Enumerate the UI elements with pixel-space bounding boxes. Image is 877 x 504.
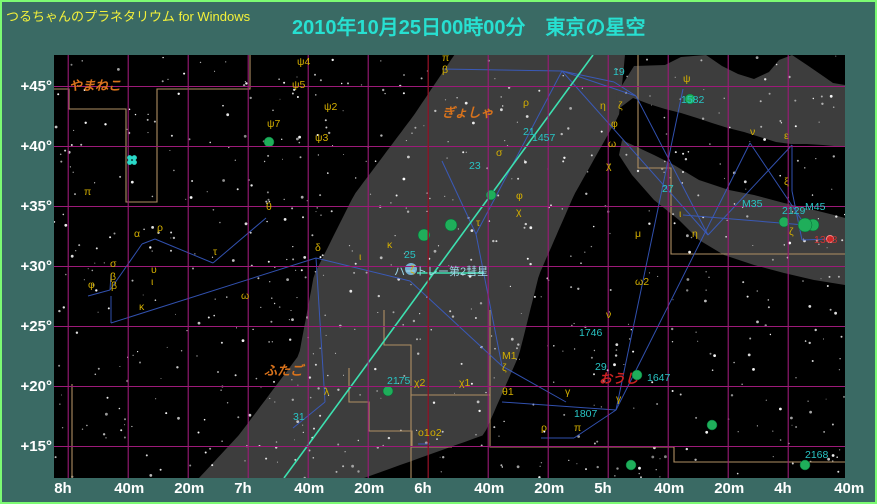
- svg-text:χ2: χ2: [414, 377, 426, 389]
- svg-text:θ: θ: [266, 201, 272, 213]
- svg-text:θ1: θ1: [502, 386, 514, 398]
- svg-text:M45: M45: [805, 201, 826, 213]
- svg-text:δ: δ: [315, 242, 321, 254]
- svg-text:π: π: [574, 422, 581, 434]
- svg-text:γ: γ: [616, 393, 622, 405]
- svg-text:λ: λ: [324, 386, 330, 398]
- svg-text:π: π: [442, 55, 449, 64]
- svg-text:ψ4: ψ4: [297, 56, 310, 68]
- svg-text:ι: ι: [151, 276, 154, 288]
- svg-text:ψ7: ψ7: [267, 118, 280, 130]
- svg-text:29: 29: [595, 361, 607, 373]
- svg-text:ζ: ζ: [789, 226, 794, 238]
- svg-text:β: β: [442, 64, 448, 76]
- svg-text:α: α: [134, 228, 140, 240]
- svg-text:η: η: [600, 100, 606, 112]
- svg-text:γ: γ: [565, 386, 571, 398]
- svg-text:π: π: [84, 186, 91, 198]
- svg-text:ふたご: ふたご: [264, 363, 306, 378]
- svg-text:ρ: ρ: [157, 222, 163, 234]
- svg-text:ぎょしゃ: ぎょしゃ: [442, 105, 493, 120]
- svg-text:η: η: [692, 228, 698, 240]
- svg-text:1647: 1647: [647, 372, 671, 384]
- svg-text:やまねこ: やまねこ: [69, 78, 121, 93]
- svg-text:ζ: ζ: [618, 100, 623, 112]
- svg-text:ψ: ψ: [683, 73, 691, 85]
- svg-text:ハートレー第2彗星: ハートレー第2彗星: [394, 264, 488, 278]
- svg-text:ω2: ω2: [635, 276, 649, 288]
- svg-text:25: 25: [404, 249, 416, 261]
- svg-text:おうし: おうし: [599, 371, 638, 386]
- svg-text:1457: 1457: [532, 132, 556, 144]
- svg-text:31: 31: [293, 411, 305, 423]
- svg-text:β: β: [111, 280, 117, 292]
- svg-text:2168: 2168: [805, 449, 829, 461]
- svg-text:23: 23: [469, 160, 481, 172]
- svg-text:ψ3: ψ3: [315, 132, 328, 144]
- svg-text:ν: ν: [750, 126, 755, 138]
- svg-text:φ: φ: [88, 279, 95, 291]
- svg-text:χ: χ: [606, 160, 612, 172]
- svg-text:ο2: ο2: [430, 427, 442, 439]
- svg-text:M1: M1: [502, 350, 517, 362]
- svg-text:ο1: ο1: [418, 427, 430, 439]
- svg-text:1746: 1746: [579, 327, 603, 339]
- svg-text:κ: κ: [387, 239, 393, 251]
- svg-text:σ: σ: [110, 258, 117, 270]
- svg-text:ν: ν: [606, 309, 611, 321]
- svg-text:27: 27: [662, 183, 674, 195]
- svg-text:κ: κ: [139, 301, 145, 313]
- svg-text:χ: χ: [516, 206, 522, 218]
- svg-text:φ: φ: [611, 118, 618, 130]
- svg-text:σ: σ: [496, 147, 503, 159]
- svg-text:ω: ω: [608, 138, 616, 150]
- svg-text:M35: M35: [742, 198, 763, 210]
- svg-text:ψ5: ψ5: [292, 79, 305, 91]
- svg-text:ω: ω: [241, 290, 249, 302]
- svg-text:ε: ε: [784, 130, 789, 142]
- svg-text:ψ2: ψ2: [324, 101, 337, 113]
- svg-text:2175: 2175: [387, 375, 411, 387]
- svg-text:φ: φ: [516, 190, 523, 202]
- svg-text:μ: μ: [635, 228, 641, 240]
- svg-text:χ1: χ1: [459, 377, 471, 389]
- svg-text:ξ: ξ: [784, 176, 789, 188]
- svg-text:1582: 1582: [681, 94, 705, 106]
- svg-text:1348: 1348: [814, 234, 838, 246]
- svg-text:19: 19: [613, 66, 625, 78]
- svg-text:ρ: ρ: [541, 422, 547, 434]
- svg-text:1807: 1807: [574, 408, 598, 420]
- svg-text:2129: 2129: [782, 205, 806, 217]
- svg-text:ζ: ζ: [502, 362, 507, 374]
- svg-text:ρ: ρ: [523, 97, 529, 109]
- svg-text:υ: υ: [151, 264, 157, 276]
- svg-text:τ: τ: [213, 246, 218, 258]
